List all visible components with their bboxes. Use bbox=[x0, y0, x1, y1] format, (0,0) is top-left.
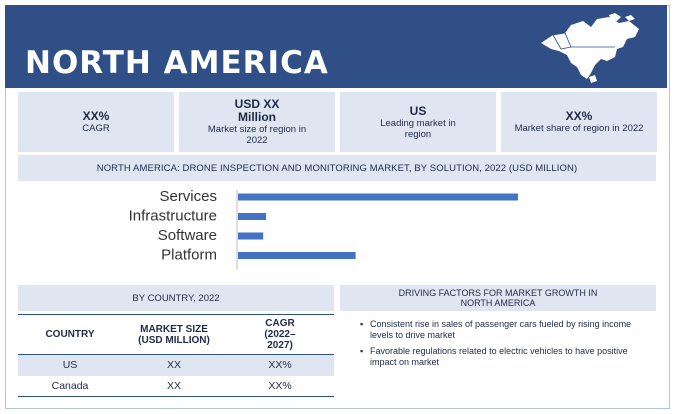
cell-country: Canada bbox=[18, 375, 122, 397]
kpi-leading-market: US Leading market in region bbox=[340, 92, 496, 152]
list-item: Consistent rise in sales of passenger ca… bbox=[360, 319, 650, 341]
north-america-map-icon bbox=[541, 13, 639, 83]
region-header: NORTH AMERICA bbox=[5, 5, 667, 88]
drivers-title-text: DRIVING FACTORS FOR MARKET GROWTH IN NOR… bbox=[398, 288, 598, 308]
category-label: Software bbox=[158, 227, 217, 244]
kpi-cagr: XX% CAGR bbox=[18, 92, 174, 152]
category-label: Infrastructure bbox=[129, 208, 217, 225]
col-header-cagr: CAGR (2022–2027) bbox=[226, 314, 334, 355]
table-row: US XX XX% bbox=[18, 354, 334, 376]
country-table: COUNTRY MARKET SIZE (USD MILLION) CAGR (… bbox=[18, 314, 334, 397]
kpi-market-size-label: Market size of region in 2022 bbox=[207, 124, 307, 146]
bar-software bbox=[238, 232, 264, 240]
col-header-country: COUNTRY bbox=[18, 314, 122, 355]
bar-services bbox=[238, 193, 518, 201]
kpi-market-share-label: Market share of region in 2022 bbox=[514, 123, 644, 134]
region-title: NORTH AMERICA bbox=[25, 45, 329, 81]
bar-chart-svg: Services Infrastructure Software Platform bbox=[129, 188, 518, 270]
country-table-title: BY COUNTRY, 2022 bbox=[18, 285, 334, 311]
kpi-market-size: USD XX Million Market size of region in … bbox=[179, 92, 335, 152]
kpi-cagr-value: XX% bbox=[82, 109, 110, 123]
kpi-leading-market-value: US bbox=[409, 103, 427, 118]
drivers-title: DRIVING FACTORS FOR MARKET GROWTH IN NOR… bbox=[340, 285, 656, 311]
category-label: Platform bbox=[161, 247, 217, 264]
category-label: Services bbox=[159, 188, 217, 205]
col-header-market-size-text: MARKET SIZE (USD MILLION) bbox=[138, 323, 210, 346]
kpi-market-size-value: USD XX Million bbox=[234, 97, 280, 124]
cell-cagr: XX% bbox=[226, 375, 334, 397]
cell-market-size: XX bbox=[122, 354, 226, 376]
col-header-cagr-text: CAGR (2022–2027) bbox=[264, 318, 296, 351]
kpi-cagr-label: CAGR bbox=[82, 123, 110, 134]
cell-market-size: XX bbox=[122, 375, 226, 397]
country-table-header-row: COUNTRY MARKET SIZE (USD MILLION) CAGR (… bbox=[18, 314, 334, 355]
solution-bar-chart: Services Infrastructure Software Platform bbox=[18, 186, 658, 280]
col-header-market-size: MARKET SIZE (USD MILLION) bbox=[122, 314, 226, 355]
cell-country: US bbox=[18, 354, 122, 376]
cell-cagr: XX% bbox=[226, 354, 334, 376]
list-item: Favorable regulations related to electri… bbox=[360, 346, 650, 368]
table-row: Canada XX XX% bbox=[18, 375, 334, 397]
kpi-market-share-value: XX% bbox=[565, 109, 593, 123]
drivers-list: Consistent rise in sales of passenger ca… bbox=[360, 319, 650, 373]
kpi-leading-market-label: Leading market in region bbox=[380, 117, 456, 140]
bar-infrastructure bbox=[238, 213, 266, 220]
bar-platform bbox=[238, 252, 356, 259]
chart-title: NORTH AMERICA: DRONE INSPECTION AND MONI… bbox=[18, 155, 656, 181]
kpi-market-share: XX% Market share of region in 2022 bbox=[501, 92, 657, 152]
